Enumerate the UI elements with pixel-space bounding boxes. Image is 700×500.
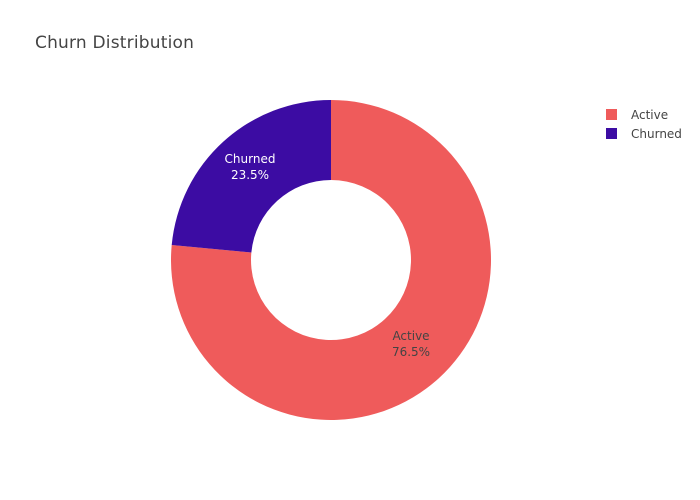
slice-label-name-active: Active <box>392 329 429 343</box>
legend-item-active[interactable]: Active <box>606 105 682 124</box>
slice-churned[interactable] <box>171 100 331 253</box>
slice-label-value-churned: 23.5% <box>231 168 269 182</box>
slice-label-value-active: 76.5% <box>392 345 430 359</box>
legend-swatch-churned <box>606 128 617 139</box>
legend-item-churned[interactable]: Churned <box>606 124 682 143</box>
slice-label-name-churned: Churned <box>225 152 276 166</box>
legend-swatch-active <box>606 109 617 120</box>
chart-title: Churn Distribution <box>35 33 195 53</box>
legend: Active Churned <box>606 105 682 143</box>
slice-active[interactable] <box>170 100 491 421</box>
slice-labels-group: Active 76.5% Churned 23.5% <box>225 152 431 359</box>
slices-group <box>170 100 491 421</box>
legend-label-active: Active <box>631 107 669 122</box>
legend-label-churned: Churned <box>631 126 682 141</box>
